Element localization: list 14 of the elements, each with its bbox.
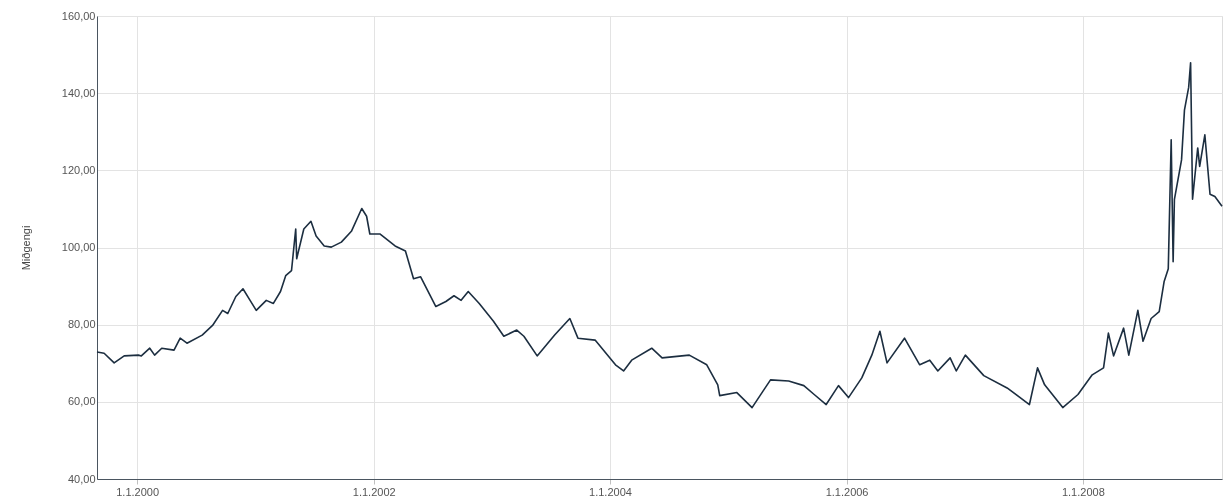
y-tick-label: 140,00 bbox=[61, 86, 96, 99]
y-tick-label: 40,00 bbox=[67, 472, 96, 485]
x-tick-label: 1.1.2004 bbox=[589, 485, 632, 498]
x-tick-label: 1.1.2008 bbox=[1061, 485, 1105, 498]
x-tick-label: 1.1.2006 bbox=[825, 485, 869, 498]
y-tick-label: 160,00 bbox=[61, 9, 96, 22]
x-tick-label: 1.1.2000 bbox=[116, 485, 160, 498]
x-tick-label: 1.1.2002 bbox=[352, 485, 396, 498]
y-axis-title: Miðgengi bbox=[19, 225, 32, 271]
y-tick-label: 100,00 bbox=[61, 241, 96, 253]
line-series bbox=[96, 61, 1223, 409]
y-tick-label: 80,00 bbox=[67, 318, 96, 331]
y-tick-label: 60,00 bbox=[67, 395, 96, 408]
y-tick-label: 120,00 bbox=[61, 163, 96, 176]
